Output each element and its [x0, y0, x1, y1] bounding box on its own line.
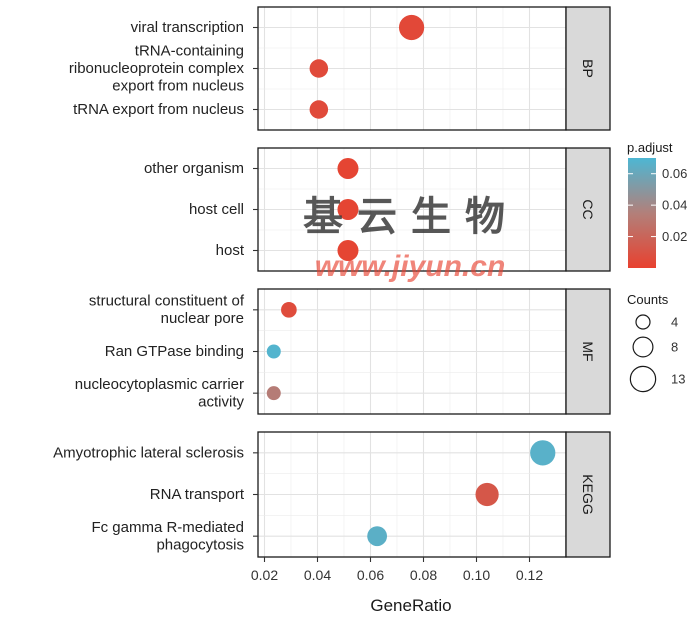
x-axis-title: GeneRatio [370, 596, 451, 615]
y-tick-label: nuclear pore [161, 310, 244, 327]
data-point [281, 302, 297, 318]
data-point [398, 14, 425, 41]
color-legend-label: 0.04 [662, 198, 687, 213]
x-tick-label: 0.04 [304, 567, 331, 583]
data-point [309, 100, 329, 119]
data-point [266, 344, 281, 359]
y-tick-label: viral transcription [131, 19, 244, 36]
color-legend-label: 0.02 [662, 229, 687, 244]
facet-strip [565, 6, 611, 131]
data-point [530, 440, 556, 466]
watermark-url: www.jiyun.cn [315, 250, 506, 283]
size-legend-title: Counts [627, 292, 669, 307]
data-point [337, 158, 359, 179]
facet-strip-label: KEGG [580, 474, 596, 514]
x-tick-label: 0.06 [357, 567, 384, 583]
y-tick-label: activity [198, 393, 244, 410]
size-legend-circle [635, 314, 651, 330]
data-point [337, 240, 359, 261]
y-tick-label: other organism [144, 160, 244, 177]
color-gradient-bar [628, 158, 656, 268]
x-tick-label: 0.10 [463, 567, 490, 583]
watermark-chinese: 基云生物 [303, 195, 519, 239]
y-tick-label: phagocytosis [156, 536, 244, 553]
size-legend-label: 8 [671, 340, 678, 355]
data-point [309, 59, 329, 78]
y-tick-label: Ran GTPase binding [105, 343, 244, 360]
x-tick-label: 0.08 [410, 567, 437, 583]
watermark: 基云生物 www.jiyun.cn [303, 195, 519, 283]
x-tick-label: 0.12 [516, 567, 543, 583]
facet-strip [565, 288, 611, 415]
color-legend-title: p.adjust [627, 140, 673, 155]
y-tick-label: export from nucleus [112, 78, 244, 95]
y-tick-label: tRNA-containing [135, 43, 244, 60]
facet-strip [565, 431, 611, 558]
y-tick-label: Fc gamma R-mediated [91, 519, 244, 536]
y-tick-label: ribonucleoprotein complex [69, 60, 245, 77]
data-point [475, 482, 499, 507]
color-legend-label: 0.06 [662, 166, 687, 181]
data-point [266, 386, 281, 401]
facet-strip-label: CC [580, 199, 596, 219]
data-point [367, 526, 388, 547]
y-tick-label: host [216, 242, 245, 259]
points-layer [266, 14, 556, 547]
y-tick-label: host cell [189, 201, 244, 218]
facet-strip [565, 147, 611, 272]
y-tick-label: structural constituent of [89, 293, 245, 310]
size-legend-label: 4 [671, 315, 678, 330]
size-legend: Counts 4 8 13 [627, 292, 685, 393]
color-legend: p.adjust 0.06 0.04 0.02 [627, 140, 687, 268]
y-tick-label: tRNA export from nucleus [73, 101, 244, 118]
labels-layer: viral transcription tRNA-containingribonu… [53, 19, 258, 553]
facet-strip-label: BP [580, 59, 596, 78]
x-tick-label: 0.02 [251, 567, 278, 583]
y-tick-label: RNA transport [150, 486, 245, 503]
data-point [337, 199, 359, 220]
frame-layer: BP CC MF KEGG [257, 6, 611, 558]
size-legend-circle [629, 365, 657, 393]
y-tick-label: nucleocytoplasmic carrier [75, 376, 244, 393]
size-legend-circle [632, 336, 654, 358]
y-tick-label: Amyotrophic lateral sclerosis [53, 444, 244, 461]
x-axis: GeneRatio 0.02 0.04 0.06 0.08 0.10 0.12 [251, 557, 543, 615]
size-legend-label: 13 [671, 372, 685, 387]
facet-strip-label: MF [580, 341, 596, 361]
